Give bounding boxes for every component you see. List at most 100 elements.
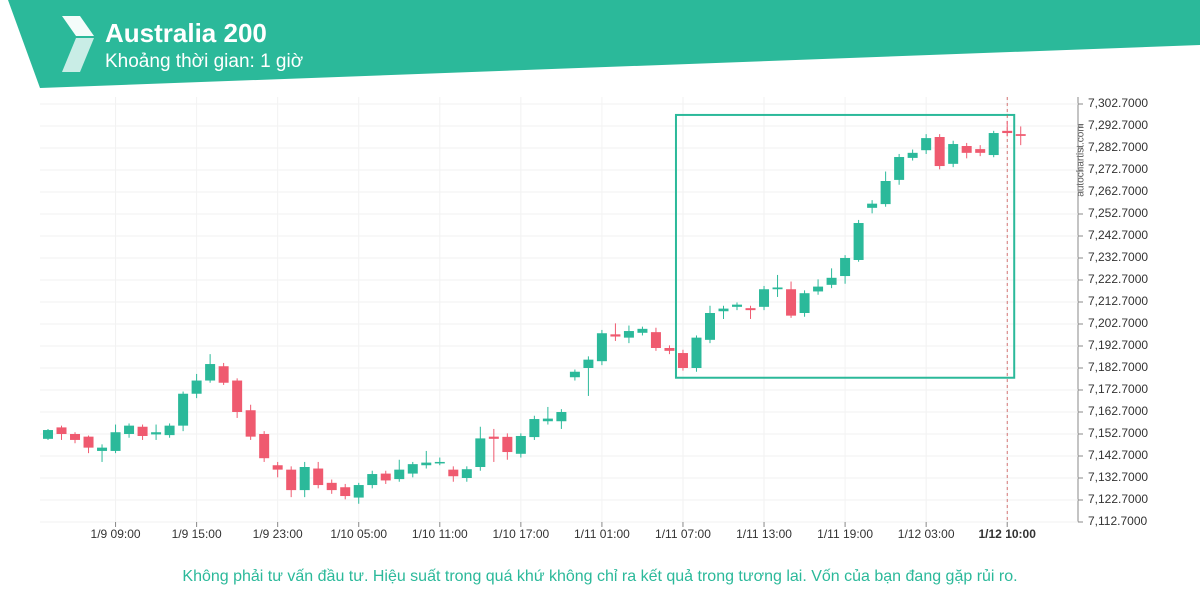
pattern-box	[674, 113, 1016, 379]
y-tick-label: 7,222.7000	[1088, 272, 1148, 286]
candle-body	[326, 482, 337, 491]
y-tick-label: 7,232.7000	[1088, 250, 1148, 264]
candle-body	[556, 412, 567, 422]
candle-body	[704, 313, 715, 340]
candle-body	[502, 436, 513, 453]
candle-body	[650, 332, 661, 348]
candle-body	[43, 430, 53, 439]
candle-body	[637, 328, 648, 333]
x-tick-label: 1/12 10:00	[979, 527, 1037, 541]
candle-body	[218, 366, 229, 383]
chart-title: Australia 200	[105, 18, 267, 48]
plot-area: 7,112.7000 7,122.7000 7,132.7000 7,142.7000…	[40, 96, 1148, 541]
y-tick-label: 7,132.7000	[1088, 470, 1148, 484]
candle-body	[97, 447, 108, 451]
candle-body	[596, 333, 607, 362]
candle-body	[367, 474, 378, 486]
x-tick-label: 1/12 03:00	[898, 527, 955, 541]
candle-body	[677, 353, 688, 368]
candle-body	[542, 418, 553, 422]
x-tick-label: 1/9 23:00	[253, 527, 303, 541]
candle-body	[151, 432, 162, 435]
candle-body	[353, 485, 364, 498]
y-tick-label: 7,212.7000	[1088, 294, 1148, 308]
candle-body	[623, 331, 634, 338]
x-tick-label: 1/11 07:00	[655, 527, 711, 541]
candle-body	[934, 137, 945, 167]
candle-body	[569, 371, 580, 378]
candle-body	[718, 308, 729, 312]
x-tick-label: 1/10 05:00	[330, 527, 387, 541]
y-tick-label: 7,292.7000	[1088, 118, 1148, 132]
candle-body	[529, 419, 540, 438]
candle-body	[272, 465, 283, 470]
candle-body	[583, 359, 594, 368]
candle-body	[421, 462, 432, 466]
candle-body	[70, 434, 81, 440]
logo	[62, 16, 94, 72]
candle-body	[245, 410, 256, 437]
candle-body	[56, 427, 67, 434]
candle-body	[610, 334, 621, 337]
candle-body	[394, 469, 405, 480]
candle-body	[988, 133, 999, 156]
candle-body	[786, 289, 797, 316]
x-tick-label: 1/11 13:00	[736, 527, 792, 541]
candle-body	[867, 203, 878, 208]
x-tick-label: 1/9 15:00	[172, 527, 222, 541]
candle-body	[164, 425, 175, 436]
candle-body	[259, 434, 270, 459]
candle-body	[840, 258, 851, 277]
candle-body	[488, 436, 499, 439]
candle-body	[340, 487, 351, 497]
candle-body	[434, 461, 445, 464]
y-tick-label: 7,252.7000	[1088, 206, 1148, 220]
candle-body	[448, 469, 459, 477]
candle-body	[299, 467, 310, 491]
candle-body	[232, 380, 243, 412]
y-tick-label: 7,162.7000	[1088, 404, 1148, 418]
header-banner	[8, 0, 1200, 88]
x-tick-label: 1/10 11:00	[412, 527, 468, 541]
candle-body	[286, 469, 297, 491]
candle-body	[178, 393, 189, 426]
candle-body	[205, 364, 216, 381]
candle-body	[515, 435, 526, 454]
y-tick-label: 7,202.7000	[1088, 316, 1148, 330]
candle-body	[461, 469, 472, 478]
y-tick-label: 7,262.7000	[1088, 184, 1148, 198]
candle-body	[124, 425, 135, 434]
y-tick-label: 7,302.7000	[1088, 96, 1148, 110]
candle-body	[826, 277, 837, 285]
candle-body	[83, 436, 94, 448]
y-tick-label: 7,182.7000	[1088, 360, 1148, 374]
candle-body	[313, 468, 324, 486]
candle-body	[475, 438, 486, 467]
candle-body	[380, 473, 391, 481]
candle-body	[975, 149, 986, 153]
y-tick-label: 7,172.7000	[1088, 382, 1148, 396]
candle-body	[664, 347, 675, 351]
candle-body	[813, 286, 824, 292]
candle-body	[961, 146, 972, 153]
candle-body	[894, 157, 905, 180]
candle-body	[772, 287, 783, 290]
candle-body	[407, 464, 418, 474]
candle-body	[759, 289, 770, 307]
x-tick-label: 1/11 19:00	[817, 527, 873, 541]
candle-body	[1002, 130, 1013, 134]
y-tick-label: 7,192.7000	[1088, 338, 1148, 352]
candle-body	[853, 223, 864, 260]
chart-subtitle: Khoảng thời gian: 1 giờ	[105, 51, 303, 72]
candle-body	[907, 152, 918, 158]
candle-body	[921, 138, 932, 151]
disclaimer: Không phải tư vấn đầu tư. Hiệu suất tron…	[182, 568, 1017, 585]
x-tick-label: 1/9 09:00	[91, 527, 141, 541]
y-tick-label: 7,112.7000	[1088, 514, 1147, 528]
watermark: autochartist.com	[1076, 123, 1087, 196]
y-tick-label: 7,152.7000	[1088, 426, 1148, 440]
y-tick-label: 7,282.7000	[1088, 140, 1148, 154]
candle-body	[732, 304, 743, 307]
